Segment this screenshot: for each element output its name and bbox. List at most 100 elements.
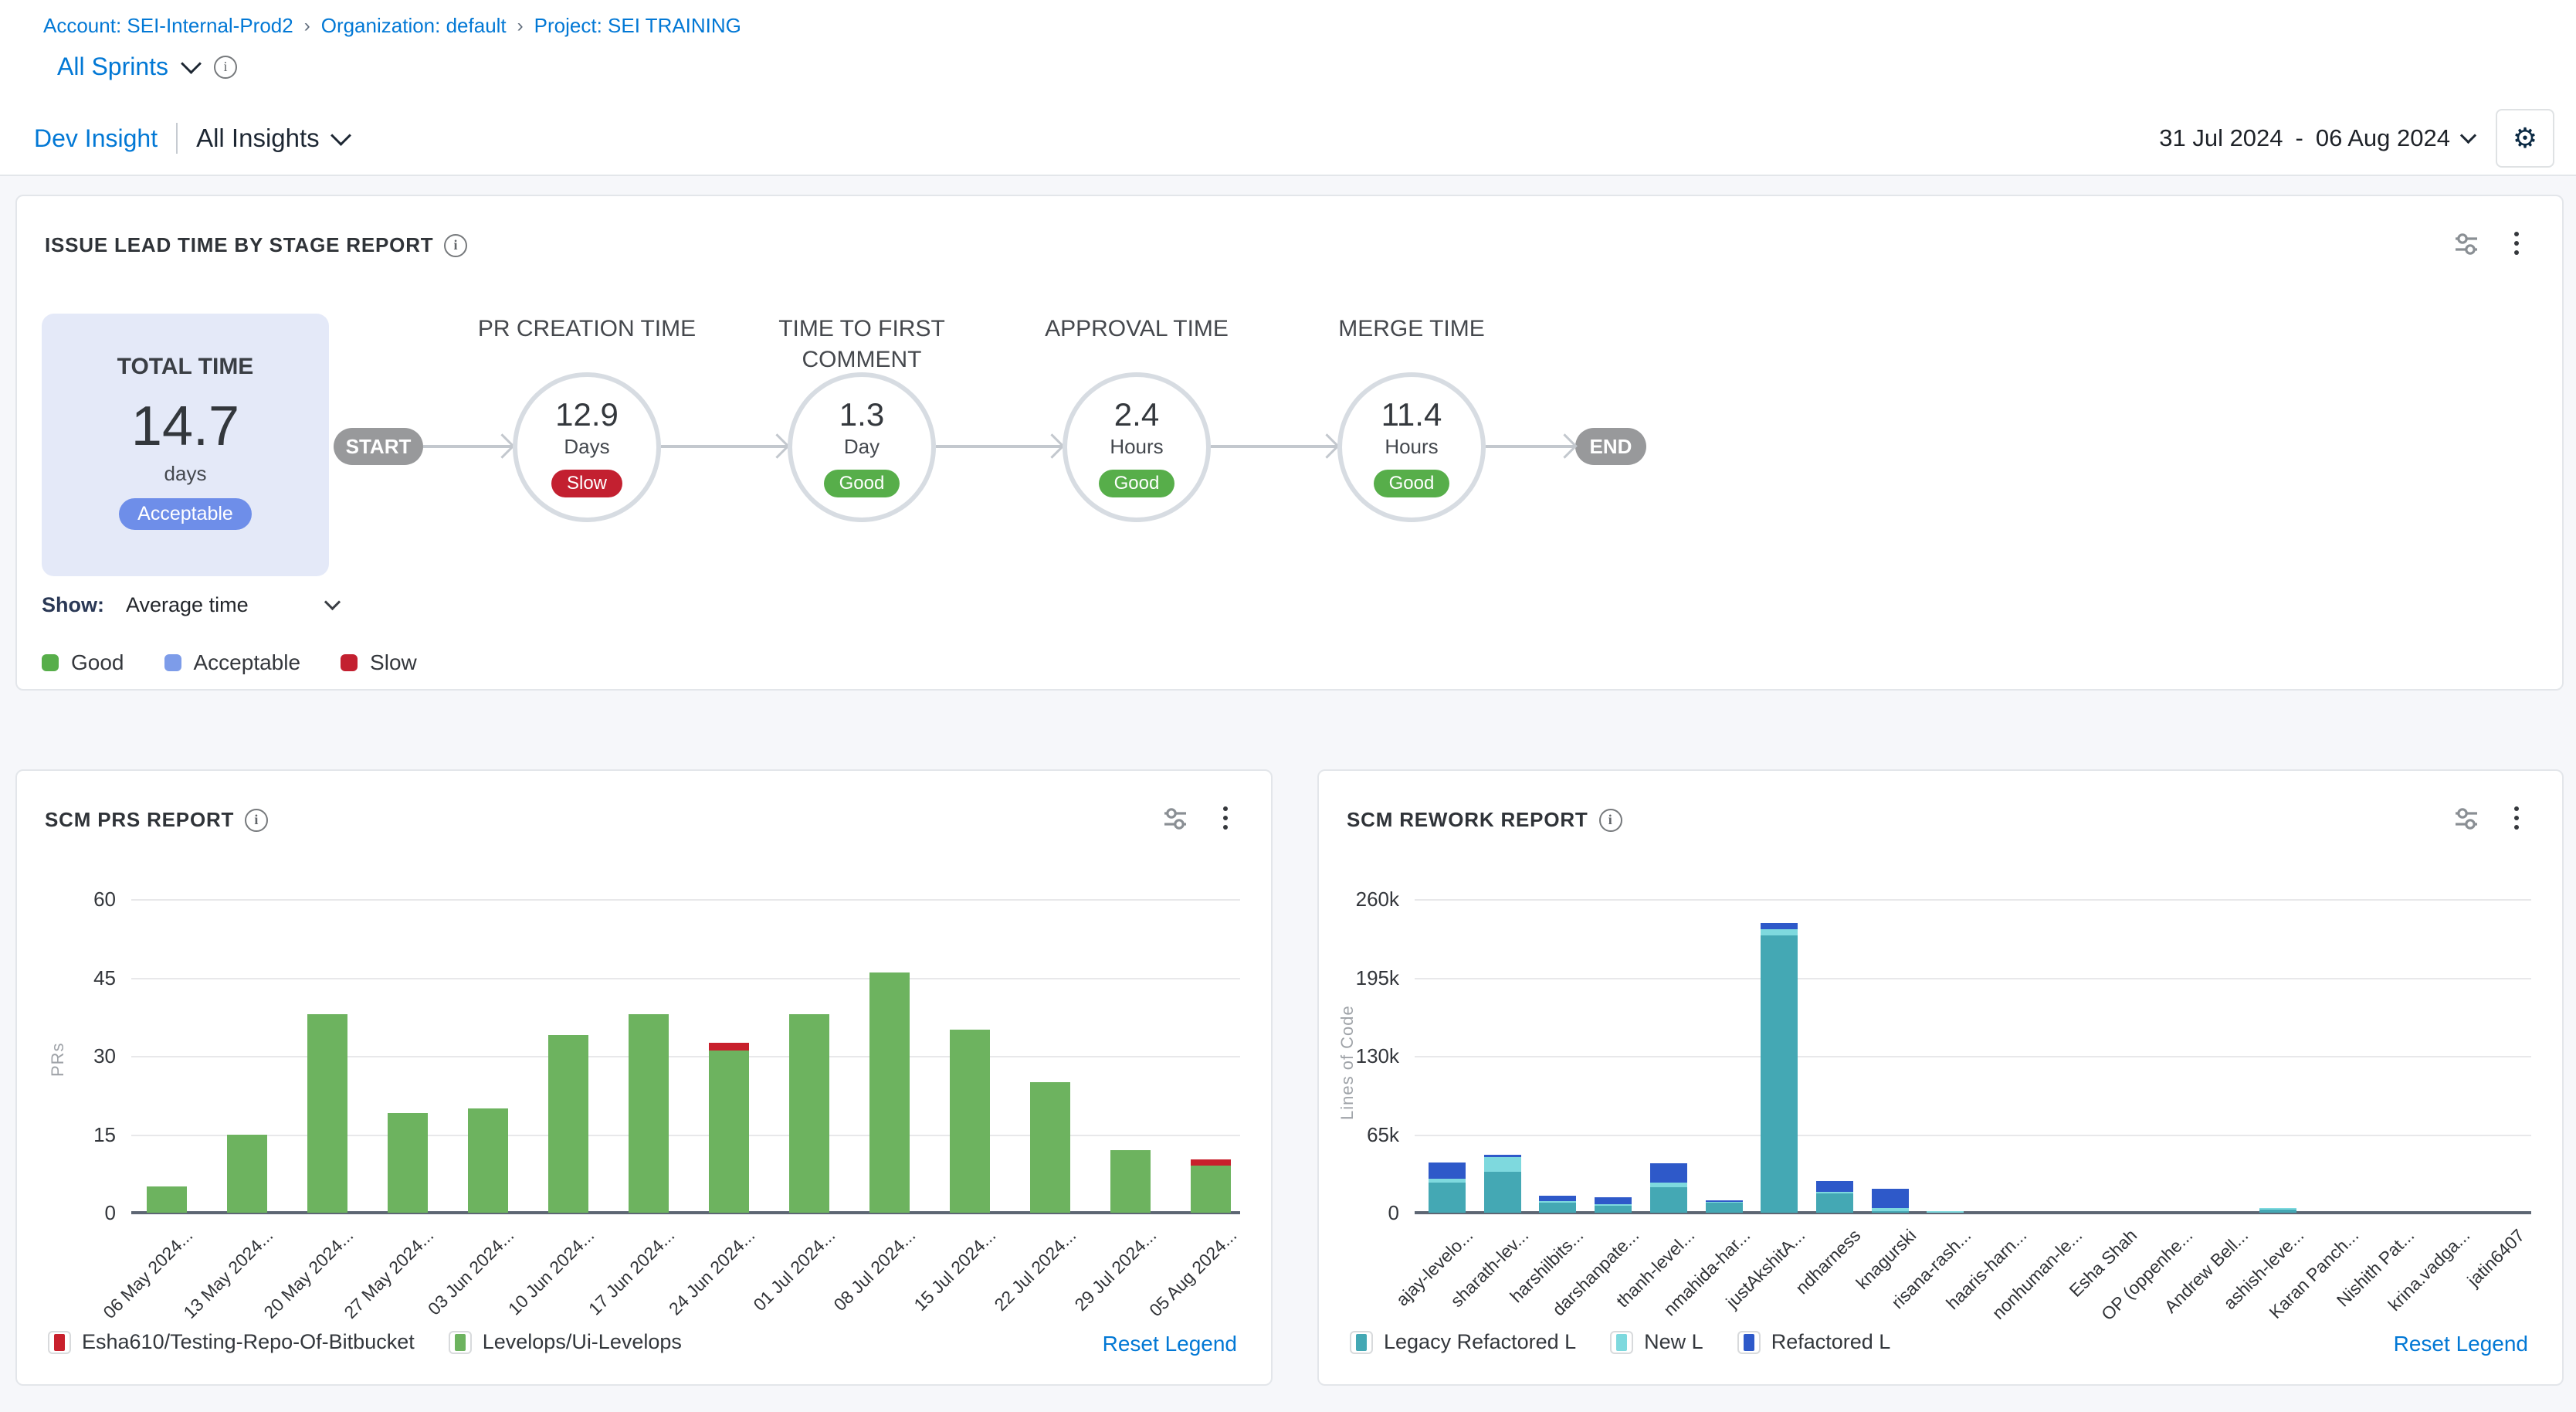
bar-risana-rash...[interactable]	[1927, 1211, 1964, 1213]
bar-harshilbits...[interactable]	[1539, 1196, 1576, 1213]
stage-circle[interactable]: 12.9DaysSlow	[513, 372, 661, 522]
breadcrumb: Account: SEI-Internal-Prod2 › Organization…	[43, 14, 741, 38]
bar-15 Jul 2024...[interactable]	[950, 1030, 990, 1213]
sprint-selector-label[interactable]: All Sprints	[57, 53, 168, 81]
bar-knagurski[interactable]	[1872, 1189, 1909, 1213]
sprint-selector[interactable]: All Sprints i	[57, 53, 237, 81]
bar-segment	[1595, 1197, 1632, 1204]
filter-sliders-button[interactable]	[2454, 232, 2479, 263]
y-axis-tick-label: 60	[17, 887, 116, 911]
flow-arrow	[1211, 445, 1337, 448]
bar-29 Jul 2024...[interactable]	[1110, 1150, 1151, 1213]
show-value: Average time	[126, 593, 249, 617]
bar-segment	[1761, 929, 1798, 935]
y-axis-title: PRs	[48, 1042, 68, 1077]
bar-segment	[307, 1014, 347, 1213]
bar-24 Jun 2024...[interactable]	[709, 1043, 749, 1213]
bar-darshanpate...[interactable]	[1595, 1197, 1632, 1213]
flow-arrow	[661, 445, 788, 448]
show-label: Show:	[42, 593, 104, 617]
info-icon[interactable]: i	[444, 234, 467, 257]
reset-legend-link[interactable]: Reset Legend	[1103, 1332, 1237, 1356]
kebab-menu-button[interactable]	[2511, 229, 2522, 258]
breadcrumb-link[interactable]: Project: SEI TRAINING	[534, 14, 741, 38]
bar-nmahida-har...[interactable]	[1706, 1200, 1743, 1213]
filter-sliders-icon	[2454, 232, 2479, 256]
date-range-end: 06 Aug 2024	[2316, 124, 2450, 152]
bar-05 Aug 2024...[interactable]	[1191, 1159, 1231, 1213]
reset-legend-link[interactable]: Reset Legend	[2394, 1332, 2528, 1356]
bar-segment	[548, 1035, 588, 1213]
y-axis-tick-label: 45	[17, 966, 116, 990]
chart-legend-item[interactable]: Levelops/Ui-Levelops	[449, 1330, 682, 1354]
gridline	[131, 1135, 1240, 1136]
y-axis-tick-label: 15	[17, 1122, 116, 1147]
bar-segment	[869, 972, 910, 1213]
info-icon[interactable]: i	[214, 56, 237, 79]
chart-legend-item[interactable]: Legacy Refactored L	[1350, 1330, 1576, 1354]
dev-insight-link[interactable]: Dev Insight	[34, 124, 158, 153]
bar-segment	[1429, 1183, 1466, 1213]
gridline	[131, 1056, 1240, 1057]
flow-arrow	[423, 445, 513, 448]
bar-justAkshitA...[interactable]	[1761, 923, 1798, 1213]
chart-legend-item[interactable]: New L	[1610, 1330, 1703, 1354]
insights-dropdown-label: All Insights	[196, 124, 320, 153]
bar-segment	[1595, 1206, 1632, 1213]
bar-ashish-leve...[interactable]	[2259, 1208, 2296, 1213]
legend-swatch	[455, 1334, 466, 1351]
settings-button[interactable]: ⚙	[2496, 109, 2554, 168]
breadcrumb-link[interactable]: Organization: default	[321, 14, 507, 38]
total-time-value: 14.7	[131, 399, 239, 454]
stage-rating-badge: Slow	[551, 470, 622, 497]
bar-22 Jul 2024...[interactable]	[1030, 1082, 1070, 1213]
bar-20 May 2024...[interactable]	[307, 1014, 347, 1213]
bar-ndharness[interactable]	[1816, 1181, 1853, 1213]
stage-name: APPROVAL TIME	[1045, 314, 1229, 345]
insights-dropdown[interactable]: All Insights	[196, 124, 348, 153]
stage-value: 12.9	[555, 397, 619, 433]
date-range-picker[interactable]: 31 Jul 2024 - 06 Aug 2024	[2159, 124, 2474, 152]
x-axis-line	[131, 1211, 1240, 1214]
stage-value: 11.4	[1381, 397, 1442, 433]
bar-08 Jul 2024...[interactable]	[869, 972, 910, 1213]
insights-bar: Dev Insight All Insights 31 Jul 2024 - 0…	[0, 102, 2576, 176]
bar-ajay-levelo...[interactable]	[1429, 1163, 1466, 1213]
bar-sharath-lev...[interactable]	[1484, 1155, 1521, 1213]
bar-segment	[1706, 1203, 1743, 1212]
stage-circle[interactable]: 11.4HoursGood	[1337, 372, 1486, 522]
breadcrumb-separator: ›	[304, 15, 310, 37]
stage-name: TIME TO FIRSTCOMMENT	[778, 314, 945, 375]
chart-legend-item[interactable]: Refactored L	[1737, 1330, 1891, 1354]
bar-segment	[1872, 1189, 1909, 1208]
legend-checkbox	[1350, 1331, 1373, 1354]
bar-13 May 2024...[interactable]	[227, 1135, 267, 1213]
bar-03 Jun 2024...[interactable]	[468, 1108, 508, 1213]
stage-name: PR CREATION TIME	[478, 314, 696, 345]
stage-circle[interactable]: 2.4HoursGood	[1063, 372, 1211, 522]
legend-label: Levelops/Ui-Levelops	[483, 1330, 682, 1354]
gridline	[1415, 1056, 2531, 1057]
chart-legend-item[interactable]: Esha610/Testing-Repo-Of-Bitbucket	[48, 1330, 415, 1354]
stage-circle[interactable]: 1.3DayGood	[788, 372, 936, 522]
lead-time-stage-flow: STARTPR CREATION TIME12.9DaysSlowTIME TO…	[334, 311, 1646, 542]
bar-06 May 2024...[interactable]	[147, 1186, 187, 1213]
y-axis-tick-label: 260k	[1319, 887, 1399, 911]
chevron-down-icon[interactable]	[181, 53, 202, 74]
bar-10 Jun 2024...[interactable]	[548, 1035, 588, 1213]
bar-segment	[468, 1108, 508, 1213]
breadcrumb-link[interactable]: Account: SEI-Internal-Prod2	[43, 14, 293, 38]
legend-checkbox	[1610, 1331, 1633, 1354]
bar-27 May 2024...[interactable]	[388, 1113, 428, 1213]
bar-17 Jun 2024...[interactable]	[629, 1014, 669, 1213]
bar-segment	[709, 1043, 749, 1051]
bar-segment	[1872, 1211, 1909, 1213]
scm-rework-report-panel: SCM REWORK REPORT i 065k130k195k260kLine…	[1317, 769, 2564, 1386]
bar-thanh-level...[interactable]	[1650, 1163, 1687, 1213]
rating-legend: GoodAcceptableSlow	[42, 650, 417, 675]
y-axis-tick-label: 130k	[1319, 1044, 1399, 1068]
chevron-down-icon	[324, 594, 341, 610]
bar-01 Jul 2024...[interactable]	[789, 1014, 829, 1213]
show-dropdown[interactable]: Show: Average time	[42, 593, 338, 617]
issue-lead-time-panel: ISSUE LEAD TIME BY STAGE REPORT i TOTAL …	[15, 195, 2564, 691]
